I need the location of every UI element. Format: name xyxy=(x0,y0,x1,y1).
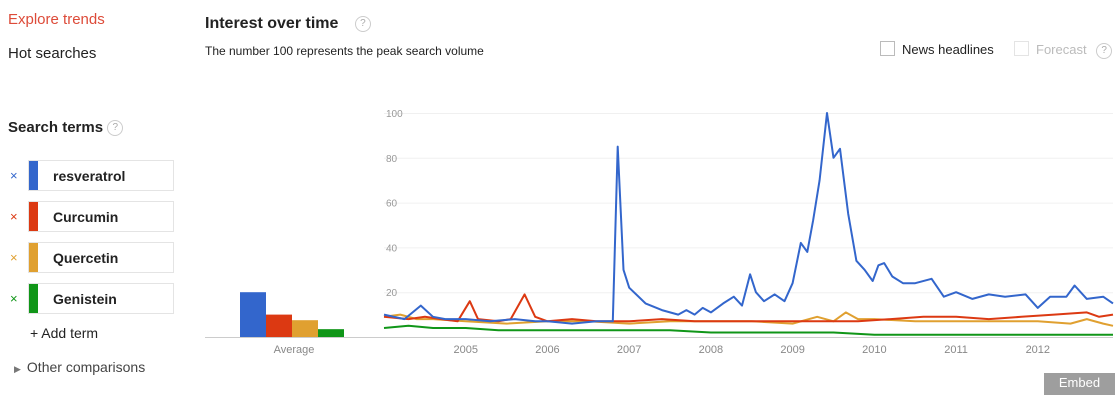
series-line-resveratrol[interactable] xyxy=(383,112,1114,325)
series-line-quercetin[interactable] xyxy=(383,311,1114,327)
x-tick-label: 2007 xyxy=(617,344,641,356)
embed-button[interactable]: Embed xyxy=(1044,373,1115,395)
term-color-swatch xyxy=(29,161,38,190)
search-term-curcumin: × Curcumin xyxy=(8,201,175,232)
chart-lines xyxy=(383,112,1114,336)
nav-explore-trends[interactable]: Explore trends xyxy=(8,11,105,28)
chart-grid xyxy=(205,113,1113,338)
term-label: Genistein xyxy=(53,291,117,307)
average-bar-curcumin xyxy=(266,314,292,337)
term-label: Curcumin xyxy=(53,209,119,225)
help-icon[interactable]: ? xyxy=(107,120,124,137)
help-icon[interactable]: ? xyxy=(1096,42,1113,59)
term-chip[interactable]: resveratrol xyxy=(28,160,174,191)
search-term-quercetin: × Quercetin xyxy=(8,242,175,273)
y-tick-label: 60 xyxy=(386,199,398,210)
series-line-curcumin[interactable] xyxy=(383,293,1114,323)
term-color-swatch xyxy=(29,243,38,272)
term-label: Quercetin xyxy=(53,250,119,266)
news-headlines-checkbox[interactable] xyxy=(880,41,895,56)
news-headlines-option[interactable]: News headlines xyxy=(880,41,994,57)
x-tick-label: 2006 xyxy=(535,344,559,356)
nav-hot-searches[interactable]: Hot searches xyxy=(8,45,97,62)
average-label: Average xyxy=(274,344,315,356)
average-bar-resveratrol xyxy=(240,292,266,337)
x-tick-label: 2008 xyxy=(699,344,723,356)
average-bar-quercetin xyxy=(292,320,318,337)
x-tick-label: 2012 xyxy=(1026,344,1050,356)
remove-term-icon[interactable]: × xyxy=(10,168,18,183)
other-comparisons-label: Other comparisons xyxy=(26,359,146,375)
average-bar-genistein xyxy=(318,329,344,337)
x-tick-label: 2011 xyxy=(944,344,968,356)
forecast-option[interactable]: Forecast ? xyxy=(1014,41,1113,59)
search-terms-heading: Search terms ? xyxy=(8,119,124,137)
term-label: resveratrol xyxy=(53,168,126,184)
interest-title: Interest over time xyxy=(205,15,339,32)
x-tick-label: 2005 xyxy=(453,344,477,356)
interest-subtitle: The number 100 represents the peak searc… xyxy=(205,44,484,58)
remove-term-icon[interactable]: × xyxy=(10,291,18,306)
news-headlines-label: News headlines xyxy=(902,42,994,57)
remove-term-icon[interactable]: × xyxy=(10,209,18,224)
interest-over-time-heading: Interest over time ? xyxy=(205,15,371,33)
help-icon[interactable]: ? xyxy=(354,15,371,32)
add-term-link[interactable]: + Add term xyxy=(30,325,99,341)
term-color-swatch xyxy=(29,284,38,313)
series-line-genistein[interactable] xyxy=(383,324,1113,336)
search-terms-title: Search terms xyxy=(8,119,104,136)
term-chip[interactable]: Quercetin xyxy=(28,242,174,273)
forecast-checkbox[interactable] xyxy=(1014,41,1029,56)
x-tick-label: 2010 xyxy=(862,344,886,356)
y-tick-label: 100 xyxy=(386,109,403,120)
term-color-swatch xyxy=(29,202,38,231)
term-chip[interactable]: Genistein xyxy=(28,283,174,314)
triangle-right-icon: ▶ xyxy=(14,364,21,374)
y-tick-label: 80 xyxy=(386,154,398,165)
x-tick-label: 2009 xyxy=(780,344,804,356)
search-term-genistein: × Genistein xyxy=(8,283,175,314)
y-tick-label: 20 xyxy=(386,288,398,299)
search-term-resveratrol: × resveratrol xyxy=(8,160,175,191)
chart-labels: 20 40 60 80 100 2005 2006 2007 2008 2009 2010 2011 2… xyxy=(386,109,1050,356)
average-bar-chart: Average xyxy=(240,292,344,356)
remove-term-icon[interactable]: × xyxy=(10,250,18,265)
term-chip[interactable]: Curcumin xyxy=(28,201,174,232)
other-comparisons-toggle[interactable]: ▶ Other comparisons xyxy=(14,359,145,375)
y-tick-label: 40 xyxy=(386,243,398,254)
forecast-label: Forecast xyxy=(1036,42,1087,57)
